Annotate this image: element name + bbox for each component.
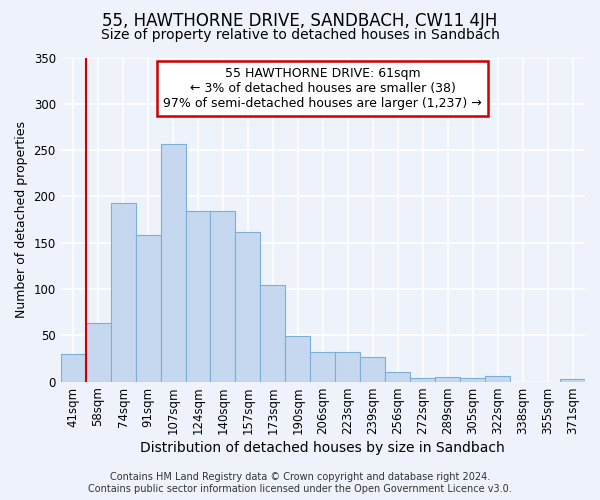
Bar [485,376,510,382]
Bar [211,211,235,382]
Y-axis label: Number of detached properties: Number of detached properties [15,121,28,318]
Text: Size of property relative to detached houses in Sandbach: Size of property relative to detached ho… [101,28,499,42]
Bar [260,286,286,382]
Bar [460,378,485,382]
Bar [110,203,136,382]
X-axis label: Distribution of detached houses by size in Sandbach: Distribution of detached houses by size … [140,441,505,455]
Bar [136,236,161,382]
Bar [385,372,410,382]
Bar [61,354,86,382]
Text: 55, HAWTHORNE DRIVE, SANDBACH, CW11 4JH: 55, HAWTHORNE DRIVE, SANDBACH, CW11 4JH [103,12,497,30]
Text: Contains HM Land Registry data © Crown copyright and database right 2024.
Contai: Contains HM Land Registry data © Crown c… [88,472,512,494]
Bar [86,323,110,382]
Bar [435,377,460,382]
Bar [161,144,185,382]
Bar [560,379,585,382]
Text: 55 HAWTHORNE DRIVE: 61sqm
← 3% of detached houses are smaller (38)
97% of semi-d: 55 HAWTHORNE DRIVE: 61sqm ← 3% of detach… [163,67,482,110]
Bar [335,352,360,382]
Bar [410,378,435,382]
Bar [360,356,385,382]
Bar [310,352,335,382]
Bar [235,232,260,382]
Bar [286,336,310,382]
Bar [185,211,211,382]
